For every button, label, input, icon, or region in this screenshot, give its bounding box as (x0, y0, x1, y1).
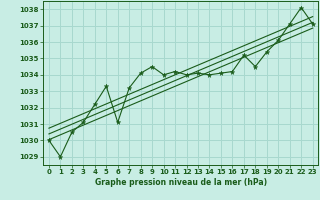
X-axis label: Graphe pression niveau de la mer (hPa): Graphe pression niveau de la mer (hPa) (95, 178, 267, 187)
